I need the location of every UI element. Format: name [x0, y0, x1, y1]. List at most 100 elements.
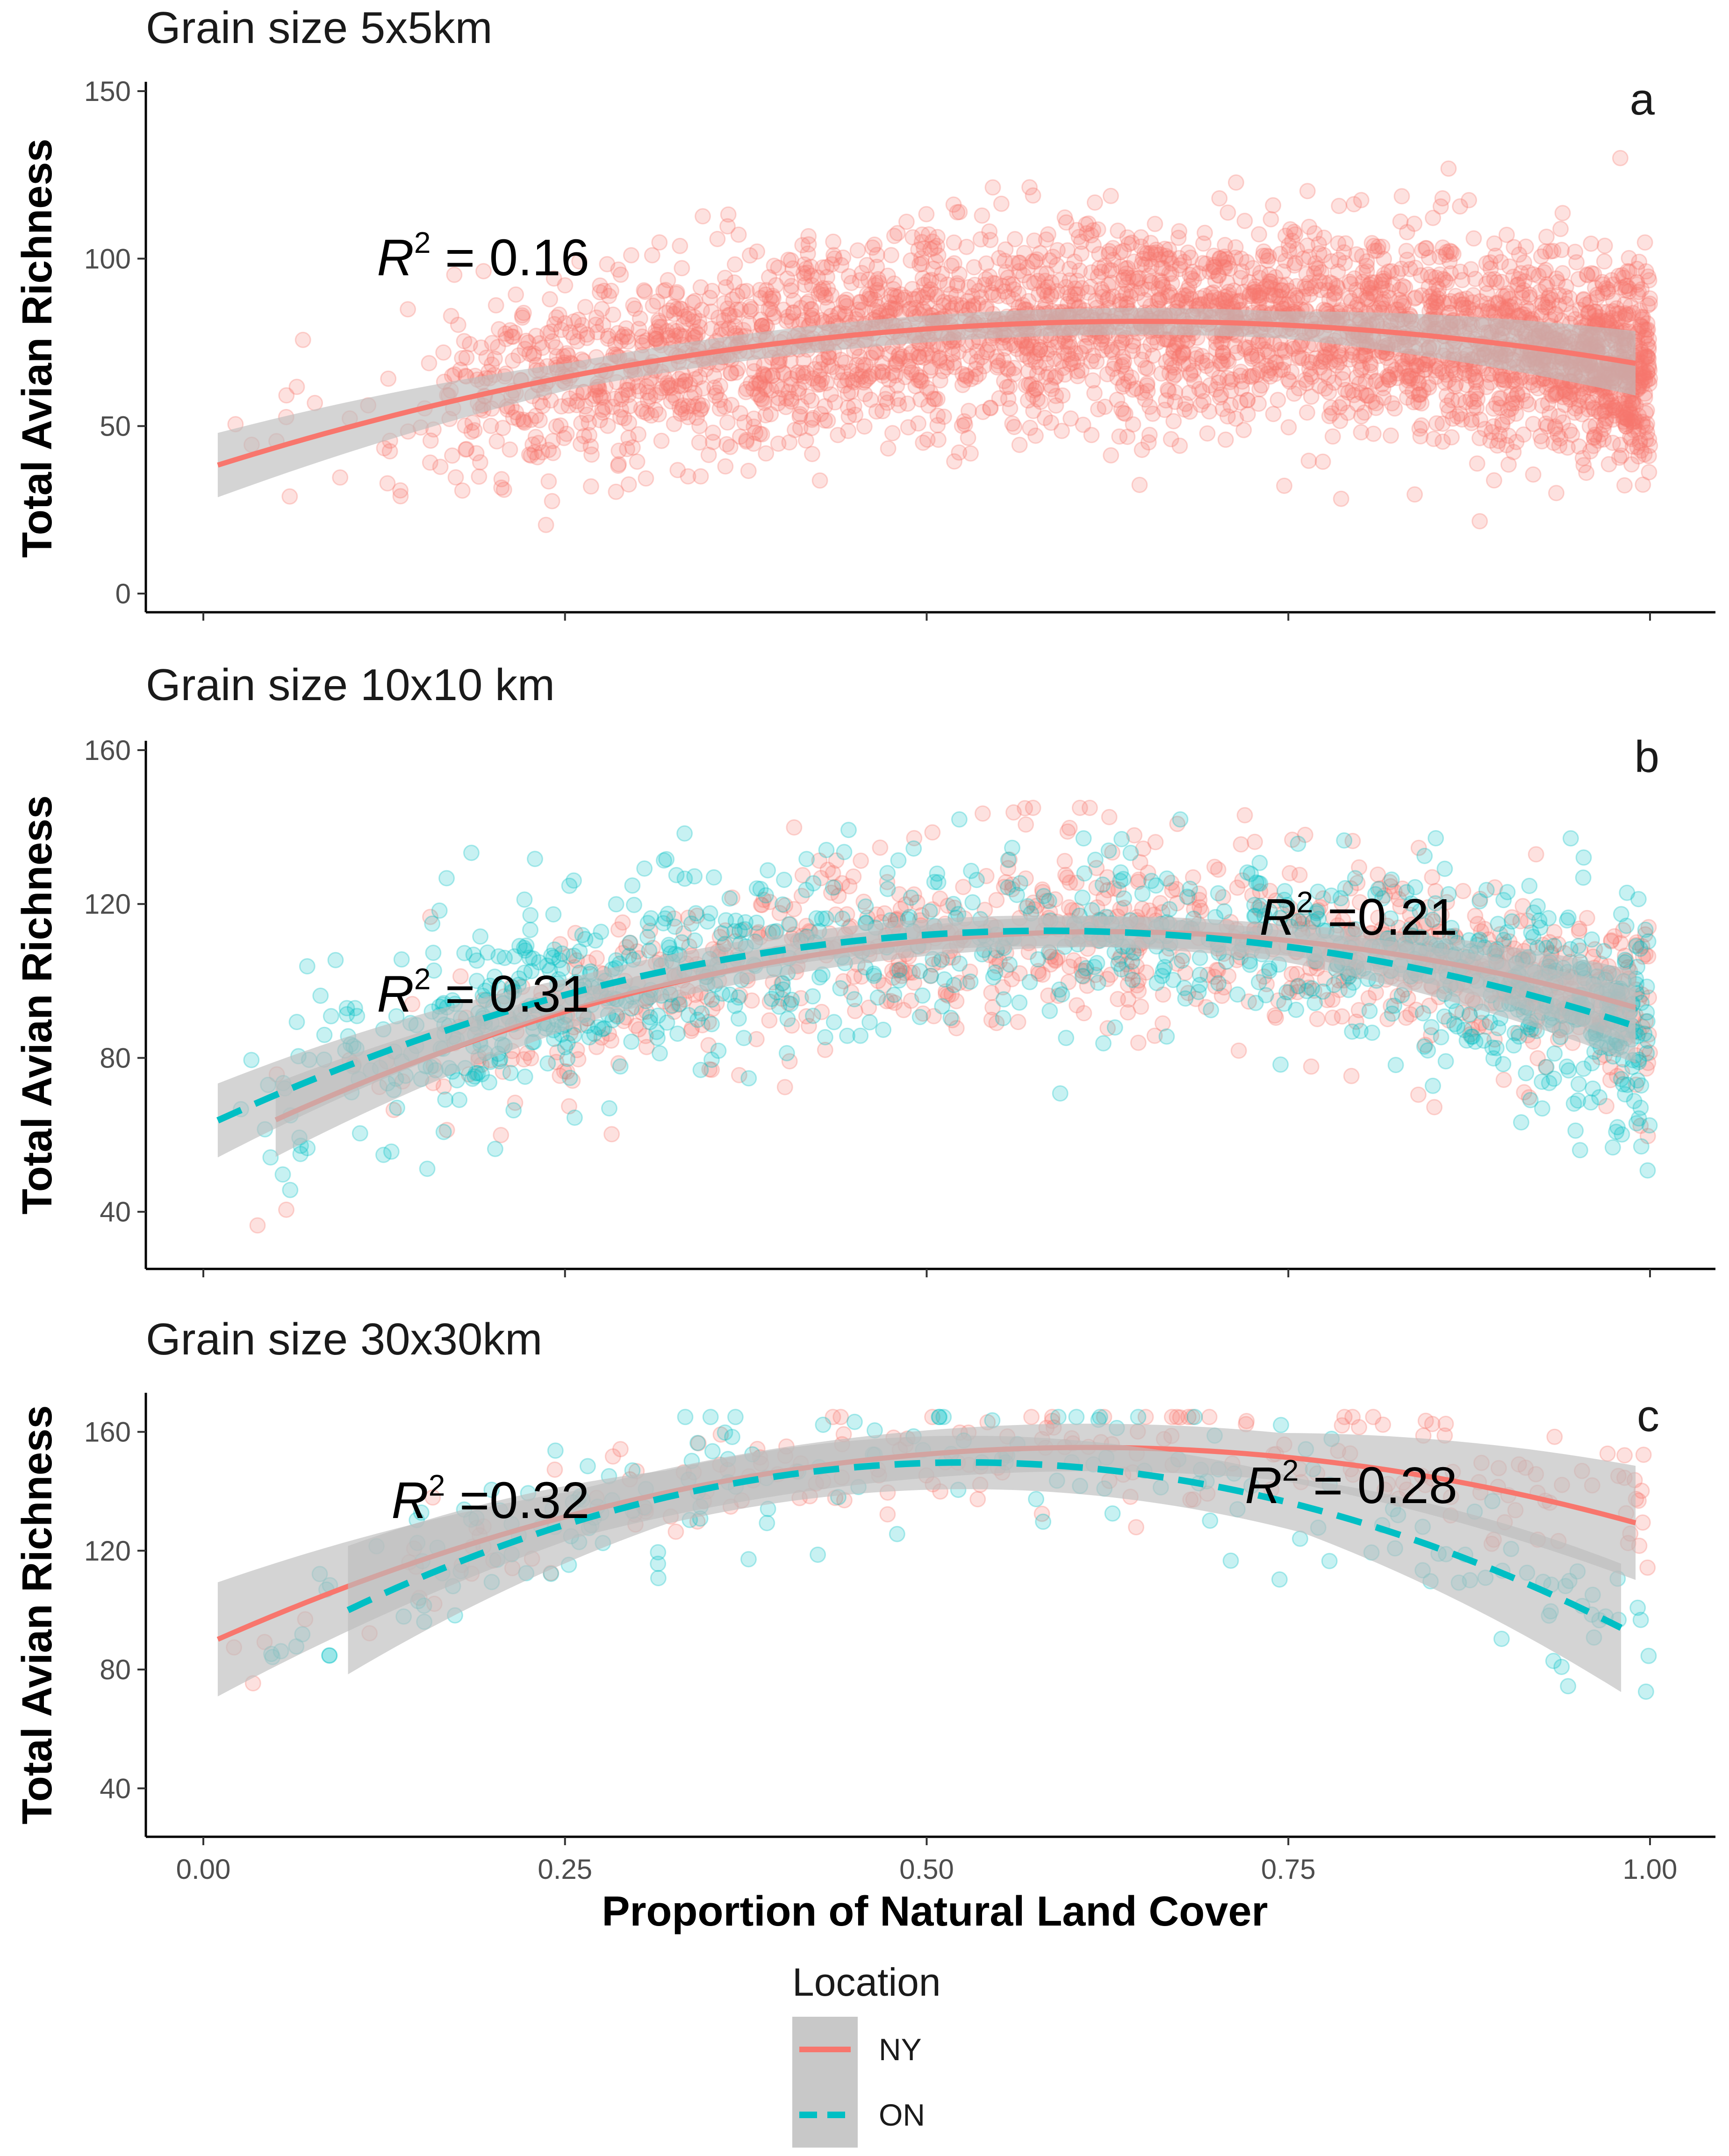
data-point-ny	[990, 353, 1006, 370]
data-point-on	[804, 988, 821, 1005]
data-point-ny	[757, 286, 774, 303]
data-point-on	[1229, 986, 1246, 1003]
data-point-ny	[790, 384, 806, 401]
y-tick-label: 100	[84, 243, 131, 274]
data-point-on	[911, 1009, 928, 1025]
data-point-ny	[1452, 198, 1469, 215]
data-point-on	[886, 987, 903, 1003]
data-point-ny	[1317, 349, 1334, 365]
data-point-on	[1416, 847, 1433, 864]
data-point-ny	[1192, 290, 1209, 307]
data-point-ny	[770, 395, 786, 412]
data-point-ny	[764, 305, 781, 322]
data-point-ny	[1077, 216, 1094, 233]
data-point-ny	[1438, 387, 1455, 404]
data-point-ny	[784, 260, 801, 277]
data-point-ny	[929, 407, 946, 424]
y-tick-label: 50	[100, 411, 131, 442]
data-point-ny	[1140, 281, 1156, 298]
data-point-ny	[1265, 197, 1282, 214]
data-point-ny	[1321, 408, 1338, 424]
data-point-ny	[1251, 289, 1268, 306]
data-point-ny	[1241, 288, 1258, 305]
data-point-on	[964, 894, 981, 911]
data-point-ny	[1404, 370, 1421, 387]
data-point-ny	[716, 295, 733, 312]
data-point-ny	[1389, 265, 1406, 281]
data-point-ny	[706, 368, 723, 385]
data-point-ny	[982, 400, 998, 416]
data-point-ny	[1623, 430, 1640, 447]
data-point-ny	[1099, 292, 1116, 308]
data-point-ny	[651, 234, 668, 251]
data-point-ny	[1640, 448, 1657, 465]
data-point-on	[1571, 1142, 1588, 1159]
data-point-ny	[1082, 279, 1099, 295]
data-point-ny	[783, 252, 799, 269]
data-point-ny	[1123, 234, 1140, 251]
data-point-ny	[1417, 240, 1434, 257]
data-point-ny	[553, 398, 570, 415]
data-point-ny	[1291, 380, 1307, 397]
data-point-ny	[1619, 411, 1636, 428]
data-point-ny	[1413, 287, 1430, 304]
data-point-on	[987, 964, 1004, 981]
data-point-ny	[1234, 373, 1251, 390]
data-point-ny	[1425, 209, 1442, 226]
data-point-ny	[551, 306, 567, 323]
data-point-ny	[1028, 380, 1045, 397]
data-point-ny	[1244, 367, 1261, 384]
data-point-ny	[647, 323, 664, 340]
data-point-ny	[1453, 291, 1470, 308]
data-point-ny	[925, 390, 942, 407]
data-point-on	[1272, 1056, 1289, 1073]
data-point-ny	[836, 377, 853, 394]
data-point-ny	[1311, 245, 1327, 262]
data-point-ny	[1006, 231, 1023, 248]
data-point-ny	[1214, 401, 1231, 417]
data-point-ny	[1492, 399, 1509, 416]
data-point-ny	[1625, 414, 1641, 431]
data-point-ny	[692, 468, 709, 485]
data-point-ny	[989, 359, 1005, 376]
data-point-ny	[1134, 384, 1150, 401]
data-point-ny	[1421, 288, 1438, 305]
data-point-ny	[1465, 366, 1482, 383]
data-point-ny	[1581, 304, 1598, 321]
data-point-ny	[1068, 222, 1085, 238]
data-point-ny	[1333, 347, 1349, 364]
data-point-ny	[866, 302, 883, 319]
data-point-on	[1173, 953, 1190, 969]
data-point-ny	[1616, 477, 1633, 494]
data-point-on	[1560, 1062, 1577, 1079]
data-point-ny	[582, 478, 599, 495]
data-point-ny	[856, 418, 873, 435]
data-point-ny	[1458, 377, 1475, 393]
data-point-ny	[1011, 437, 1028, 453]
panel-b-title: Grain size 10x10 km	[146, 660, 555, 710]
data-point-ny	[919, 294, 936, 311]
data-point-ny	[1438, 366, 1455, 383]
data-point-ny	[709, 230, 726, 247]
data-point-ny	[1124, 343, 1141, 359]
data-point-ny	[1301, 249, 1318, 265]
data-point-ny	[1531, 283, 1548, 300]
data-point-on	[1633, 1077, 1650, 1094]
data-point-ny	[1521, 289, 1538, 306]
data-point-ny	[281, 488, 298, 505]
data-point-ny	[1610, 267, 1627, 284]
data-point-ny	[1180, 286, 1197, 303]
data-point-ny	[1542, 243, 1559, 260]
data-point-ny	[1447, 378, 1463, 395]
data-point-ny	[1059, 823, 1076, 840]
data-point-on	[1074, 889, 1091, 906]
data-point-ny	[988, 349, 1005, 365]
data-point-ny	[1374, 294, 1391, 310]
data-point-ny	[1534, 433, 1550, 450]
data-point-ny	[1124, 283, 1140, 299]
data-point-ny	[1028, 251, 1045, 268]
data-point-ny	[1343, 1067, 1360, 1084]
data-point-on	[601, 1100, 617, 1117]
data-point-ny	[916, 277, 933, 294]
data-point-on	[1639, 1162, 1656, 1179]
